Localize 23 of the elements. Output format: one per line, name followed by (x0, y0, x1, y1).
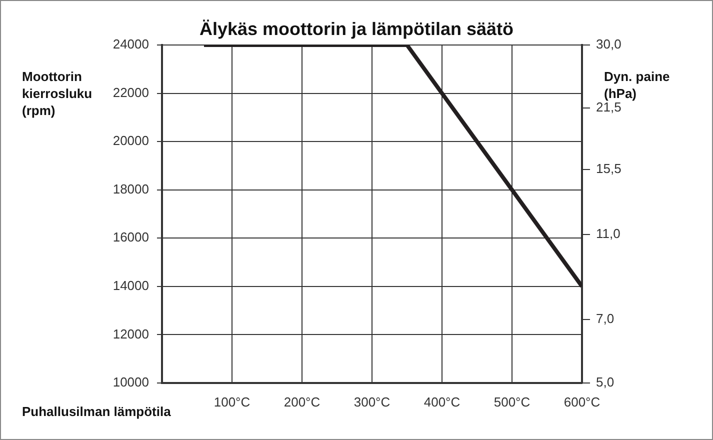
chart-title: Älykäs moottorin ja lämpötilan säätö (199, 19, 514, 39)
x-tick-label: 600°C (564, 394, 600, 410)
x-tick-label: 400°C (424, 394, 460, 410)
y2-axis-title: Dyn. paine (hPa) (604, 68, 671, 102)
y-tick-label: 20000 (112, 133, 149, 148)
y-axis-title: Moottorin kierrosluku (rpm) (22, 68, 94, 119)
x-tick-label: 200°C (284, 394, 320, 410)
x-axis-title: Puhallusilman lämpötila (22, 403, 171, 420)
y-tick-label: 18000 (112, 181, 149, 196)
y2-tick-label: 11,0 (596, 226, 620, 241)
y-tick-label: 14000 (112, 278, 149, 294)
y-tick-label: 24000 (112, 36, 149, 52)
x-tick-label: 300°C (354, 394, 390, 410)
y-tick-label: 22000 (112, 84, 149, 100)
x-tick-label: 100°C (214, 394, 250, 410)
y2-tick-label: 7,0 (596, 311, 614, 326)
y2-tick-label: 30,0 (596, 36, 622, 52)
y-tick-label: 10000 (112, 374, 149, 390)
x-tick-label: 500°C (494, 394, 530, 410)
y-tick-label: 16000 (112, 230, 149, 245)
y2-tick-label: 5,0 (596, 374, 614, 390)
y2-tick-label: 15,5 (596, 161, 622, 176)
y-tick-label: 12000 (112, 326, 149, 342)
